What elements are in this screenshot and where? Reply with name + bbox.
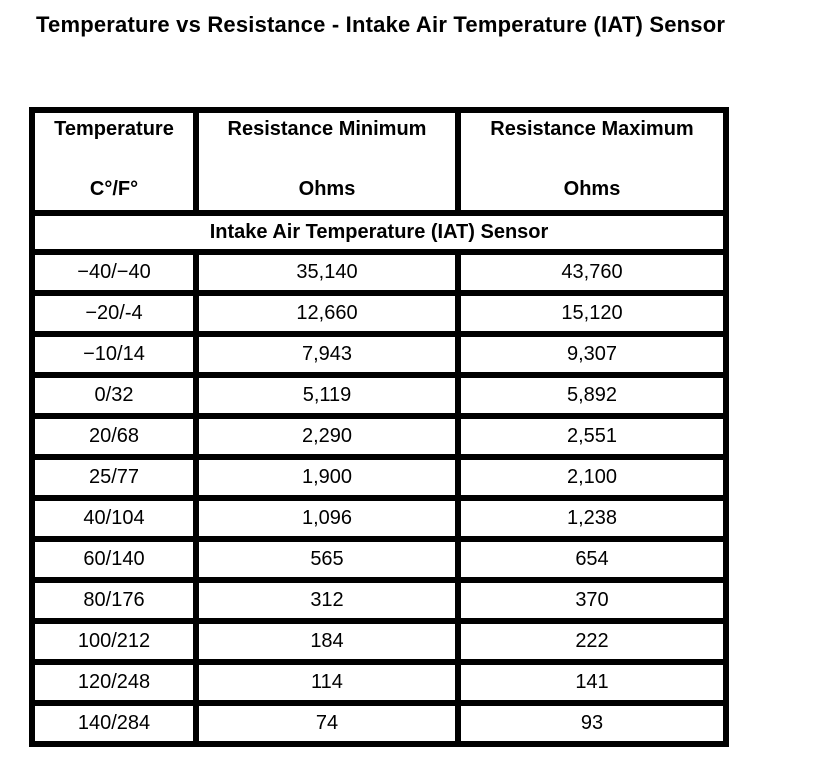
temperature-cell: 100/212 (29, 618, 199, 665)
table-row: −10/14 7,943 9,307 (29, 331, 729, 378)
table-row: 80/176 312 370 (29, 577, 729, 624)
iat-resistance-table: Temperature C°/F° Resistance Minimum Ohm… (29, 107, 729, 747)
header-row: Temperature C°/F° Resistance Minimum Ohm… (29, 107, 729, 216)
resistance-min-cell: 2,290 (193, 413, 461, 460)
resistance-min-cell: 7,943 (193, 331, 461, 378)
resistance-max-cell: 93 (455, 700, 729, 747)
column-header-resistance-min-label: Resistance Minimum (227, 118, 427, 140)
resistance-min-cell: 35,140 (193, 249, 461, 296)
temperature-cell: −10/14 (29, 331, 199, 378)
column-header-temperature-units: C°/F° (89, 178, 139, 200)
resistance-max-cell: 654 (455, 536, 729, 583)
resistance-max-cell: 222 (455, 618, 729, 665)
temperature-cell: −40/−40 (29, 249, 199, 296)
resistance-min-cell: 5,119 (193, 372, 461, 419)
temperature-cell: 25/77 (29, 454, 199, 501)
section-header-row: Intake Air Temperature (IAT) Sensor (29, 210, 729, 255)
column-header-resistance-min-units: Ohms (298, 178, 356, 200)
temperature-cell: 140/284 (29, 700, 199, 747)
section-header: Intake Air Temperature (IAT) Sensor (29, 210, 729, 255)
temperature-cell: 80/176 (29, 577, 199, 624)
resistance-max-cell: 9,307 (455, 331, 729, 378)
table-row: 120/248 114 141 (29, 659, 729, 706)
resistance-min-cell: 184 (193, 618, 461, 665)
column-header-temperature-label: Temperature (54, 118, 174, 140)
resistance-min-cell: 312 (193, 577, 461, 624)
table-row: 100/212 184 222 (29, 618, 729, 665)
temperature-cell: 0/32 (29, 372, 199, 419)
column-header-resistance-max-units: Ohms (563, 178, 621, 200)
resistance-min-cell: 74 (193, 700, 461, 747)
table-row: 40/104 1,096 1,238 (29, 495, 729, 542)
resistance-min-cell: 1,096 (193, 495, 461, 542)
resistance-min-cell: 12,660 (193, 290, 461, 337)
table-row: 25/77 1,900 2,100 (29, 454, 729, 501)
resistance-max-cell: 15,120 (455, 290, 729, 337)
table-row: 140/284 74 93 (29, 700, 729, 747)
resistance-min-cell: 1,900 (193, 454, 461, 501)
table-row: −20/-4 12,660 15,120 (29, 290, 729, 337)
resistance-max-cell: 370 (455, 577, 729, 624)
resistance-min-cell: 565 (193, 536, 461, 583)
temperature-cell: 40/104 (29, 495, 199, 542)
temperature-cell: −20/-4 (29, 290, 199, 337)
temperature-cell: 60/140 (29, 536, 199, 583)
resistance-min-cell: 114 (193, 659, 461, 706)
column-header-temperature: Temperature C°/F° (29, 107, 199, 216)
resistance-max-cell: 5,892 (455, 372, 729, 419)
column-header-resistance-max-label: Resistance Maximum (490, 118, 694, 140)
resistance-max-cell: 1,238 (455, 495, 729, 542)
column-header-resistance-min: Resistance Minimum Ohms (193, 107, 461, 216)
resistance-max-cell: 2,100 (455, 454, 729, 501)
table-row: 0/32 5,119 5,892 (29, 372, 729, 419)
table-row: 20/68 2,290 2,551 (29, 413, 729, 460)
resistance-max-cell: 2,551 (455, 413, 729, 460)
table-body: Intake Air Temperature (IAT) Sensor −40/… (29, 210, 729, 747)
resistance-max-cell: 43,760 (455, 249, 729, 296)
temperature-cell: 120/248 (29, 659, 199, 706)
table-row: 60/140 565 654 (29, 536, 729, 583)
table-row: −40/−40 35,140 43,760 (29, 249, 729, 296)
resistance-max-cell: 141 (455, 659, 729, 706)
page-title: Temperature vs Resistance - Intake Air T… (36, 12, 726, 37)
temperature-cell: 20/68 (29, 413, 199, 460)
column-header-resistance-max: Resistance Maximum Ohms (455, 107, 729, 216)
